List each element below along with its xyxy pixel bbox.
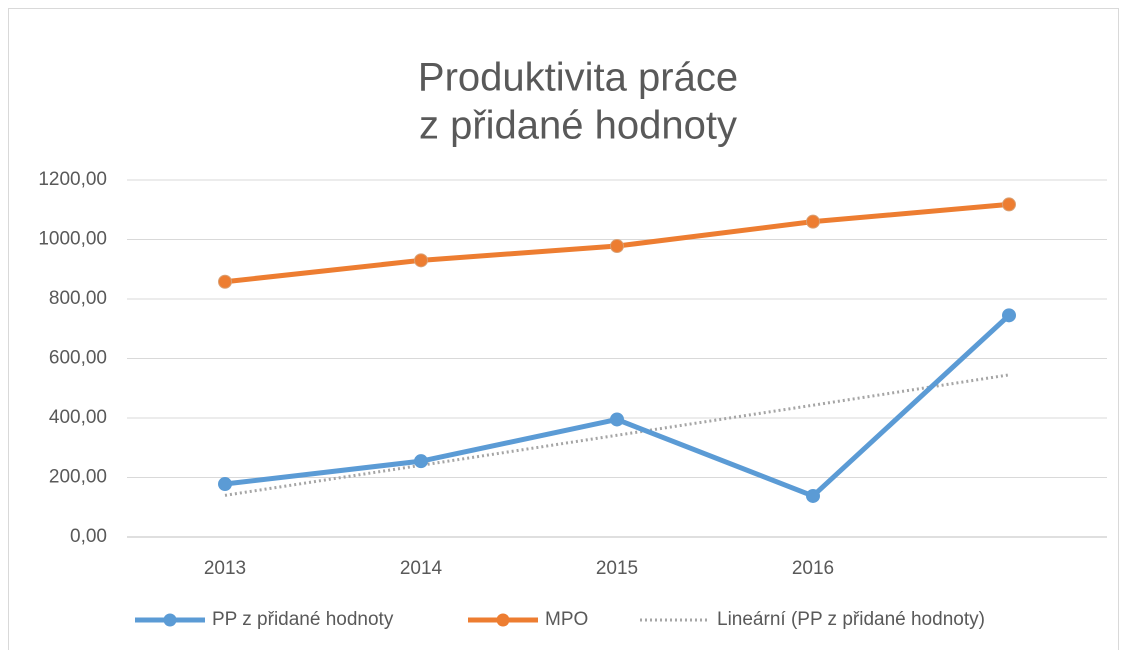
data-point — [218, 274, 232, 289]
y-tick-label: 0,00 — [70, 526, 107, 547]
y-tick-label: 1000,00 — [38, 229, 107, 250]
x-tick-label: 2015 — [596, 558, 638, 579]
legend-marker — [496, 613, 510, 627]
legend-label: Lineární (PP z přidané hodnoty) — [717, 609, 985, 630]
data-point — [1002, 197, 1016, 212]
data-point — [806, 488, 820, 503]
x-tick-label: 2016 — [792, 558, 834, 579]
data-point — [806, 214, 820, 229]
data-point — [414, 253, 428, 268]
data-point — [218, 477, 232, 492]
y-tick-label: 200,00 — [49, 467, 107, 488]
legend-label: PP z přidané hodnoty — [212, 609, 394, 630]
chart-title: z přidané hodnoty — [419, 104, 737, 148]
series-line — [224, 373, 1010, 497]
legend-marker — [163, 613, 177, 627]
y-tick-label: 1200,00 — [38, 169, 107, 190]
chart-frame — [8, 8, 1119, 650]
y-tick-label: 600,00 — [49, 348, 107, 369]
data-point — [414, 454, 428, 469]
y-tick-label: 400,00 — [49, 407, 107, 428]
legend-label: MPO — [545, 609, 588, 630]
data-point — [610, 412, 624, 427]
data-point — [610, 239, 624, 254]
y-tick-label: 800,00 — [49, 288, 107, 309]
chart-title: Produktivita práce — [418, 56, 738, 100]
data-point — [1002, 308, 1016, 323]
x-tick-label: 2014 — [400, 558, 443, 579]
x-tick-label: 2013 — [204, 558, 246, 579]
